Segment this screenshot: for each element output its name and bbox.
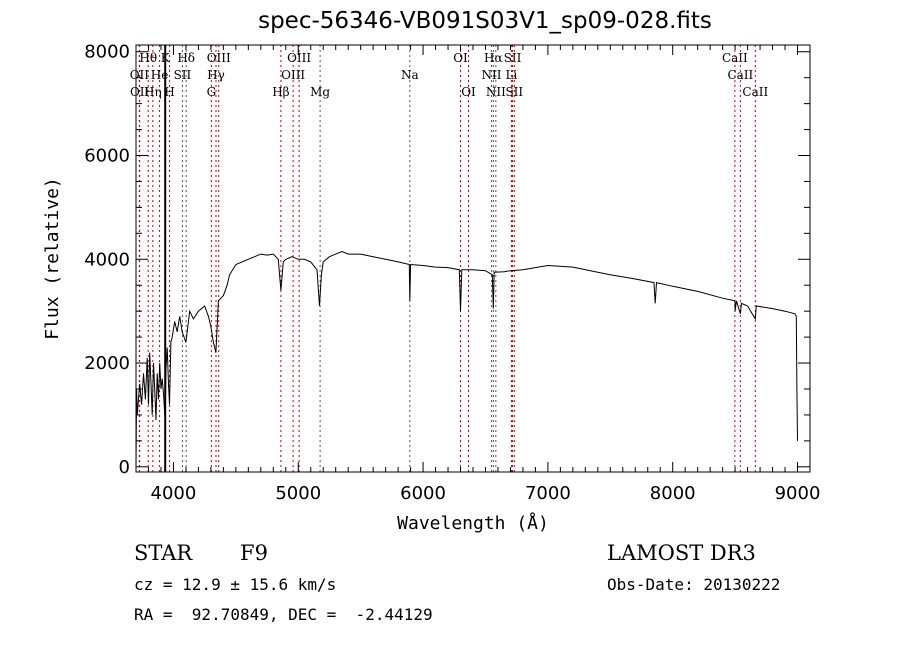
y-tick-label: 4000 — [84, 249, 130, 270]
y-tick-label: 8000 — [84, 42, 130, 63]
spectral-line-label: Na — [401, 68, 419, 82]
spectral-line-label: He — [151, 68, 169, 82]
spectral-line-label: G — [207, 85, 217, 99]
coordinates-text: RA = 92.70849, DEC = -2.44129 — [134, 605, 433, 624]
spectral-line-label: CaII — [722, 51, 748, 65]
spectral-line-label: H — [164, 85, 174, 99]
axes-frame — [135, 44, 811, 473]
spectral-line-label: K — [161, 51, 171, 65]
x-tick-label: 5000 — [275, 483, 321, 504]
spectral-line-label: Li — [506, 68, 518, 82]
spectral-line-label: OI — [461, 85, 476, 99]
x-tick-label: 8000 — [650, 483, 696, 504]
spectral-line-label: Hθ — [139, 51, 157, 65]
spectral-line-label: SII — [174, 68, 192, 82]
obs-date: Obs-Date: 20130222 — [607, 575, 781, 594]
spectral-line-label: Hη — [144, 85, 162, 99]
x-tick-label: 9000 — [775, 483, 821, 504]
spectral-line-label: SII — [504, 51, 522, 65]
x-axis-label: Wavelength (Å) — [397, 512, 549, 534]
spectral-line-label: CaII — [727, 68, 753, 82]
spectral-line-label: OIII — [207, 51, 231, 65]
y-axis-label: Flux (relative) — [42, 177, 63, 340]
y-tick-label: 6000 — [84, 146, 130, 167]
spectral-line-label: NII — [486, 85, 506, 99]
spectral-line-label: Hα — [484, 51, 503, 65]
survey-name: LAMOST DR3 — [607, 541, 756, 565]
spectral-line-label: Hβ — [272, 85, 289, 99]
redshift-text: cz = 12.9 ± 15.6 km/s — [134, 575, 337, 594]
spectral-line-label: OIII — [287, 51, 311, 65]
spectral-line-label: NII — [481, 68, 501, 82]
spectral-line-label: Hδ — [177, 51, 195, 65]
spectrum-line — [135, 250, 798, 467]
spectral-line-label: Hγ — [207, 68, 225, 82]
y-tick-label: 0 — [119, 457, 130, 478]
spectral-line-label: Mg — [310, 85, 330, 99]
chart-title: spec-56346-VB091S03V1_sp09-028.fits — [258, 8, 712, 34]
spectral-line-label: OI — [453, 51, 468, 65]
x-tick-label: 6000 — [400, 483, 446, 504]
x-tick-label: 4000 — [151, 483, 197, 504]
y-tick-label: 2000 — [84, 353, 130, 374]
object-class: STAR — [134, 541, 193, 565]
spectral-line-label: CaII — [742, 85, 768, 99]
spectral-line-label: OIII — [281, 68, 305, 82]
spectral-line-label: OII — [130, 85, 150, 99]
x-tick-label: 7000 — [525, 483, 571, 504]
object-subclass: F9 — [240, 541, 268, 565]
spectral-line-label: SII — [505, 85, 523, 99]
